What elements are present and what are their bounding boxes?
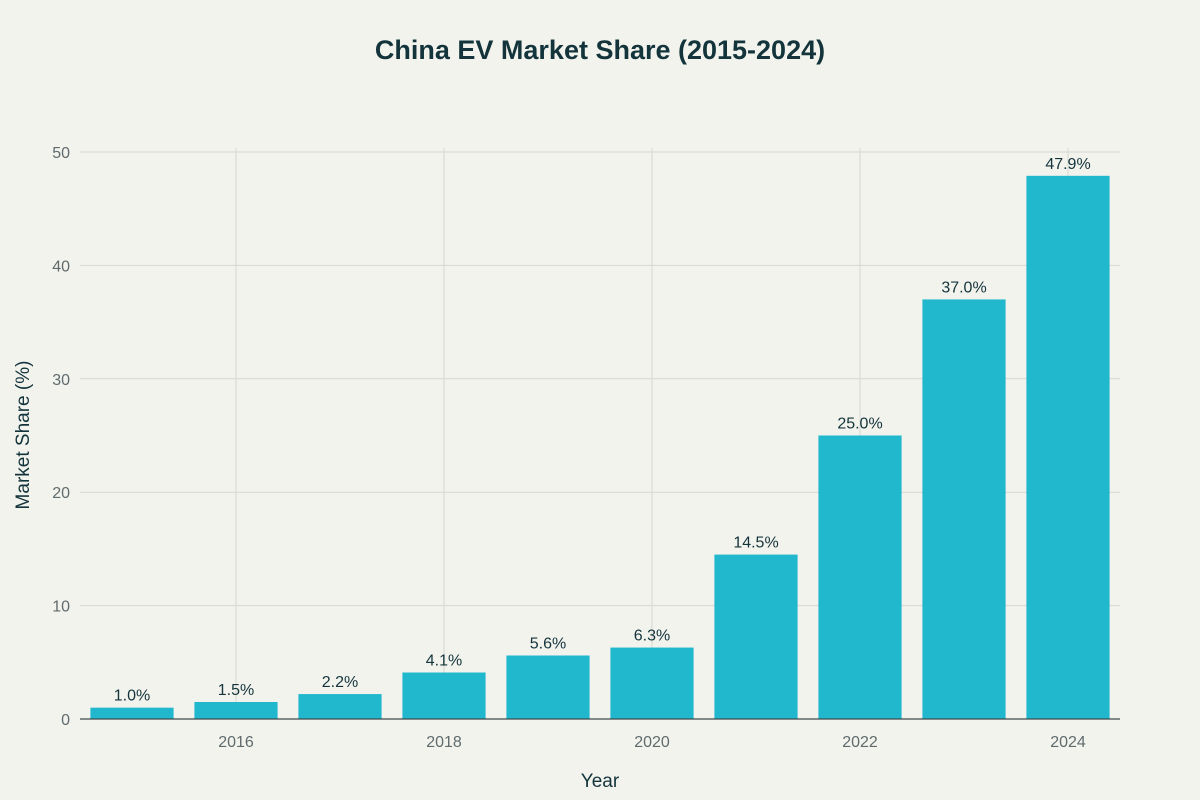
axes: 0 10 20 30 40 50 2016 2018 2020 2022 2024 — [52, 145, 1120, 751]
bar — [1026, 175, 1110, 720]
y-tick-label: 40 — [52, 258, 70, 275]
x-tick-label: 2016 — [218, 734, 254, 751]
bar — [298, 694, 382, 719]
bar — [90, 707, 174, 719]
y-tick-label: 50 — [52, 145, 70, 162]
bar-value-label: 47.9% — [1045, 156, 1090, 173]
bar-value-label: 1.0% — [114, 688, 150, 705]
x-axis-title: Year — [581, 771, 620, 792]
bar — [194, 701, 278, 719]
bar-value-label: 14.5% — [733, 535, 778, 552]
x-tick-label: 2020 — [634, 734, 670, 751]
y-tick-label: 20 — [52, 485, 70, 502]
bar — [610, 647, 694, 719]
y-tick-label: 30 — [52, 372, 70, 389]
x-tick-label: 2022 — [842, 734, 878, 751]
bar-value-label: 1.5% — [218, 682, 254, 699]
bar-value-label: 4.1% — [426, 653, 462, 670]
bar — [922, 299, 1006, 719]
bar — [714, 554, 798, 719]
bars — [90, 175, 1110, 720]
x-tick-label: 2018 — [426, 734, 462, 751]
bar-value-label: 25.0% — [837, 416, 882, 433]
y-tick-label: 0 — [61, 712, 70, 729]
bar-value-label: 5.6% — [530, 635, 566, 652]
bar-value-label: 37.0% — [941, 279, 986, 296]
x-tick-label: 2024 — [1050, 734, 1086, 751]
data-labels: 1.0% 1.5% 2.2% 4.1% 5.6% 6.3% 14.5% 25.0% 37.0% 4… — [114, 156, 1091, 705]
bar — [506, 655, 590, 719]
y-tick-label: 10 — [52, 599, 70, 616]
y-axis-title: Market Share (%) — [13, 361, 34, 510]
bar-value-label: 2.2% — [322, 674, 358, 691]
bar — [818, 435, 902, 719]
chart-title: China EV Market Share (2015-2024) — [375, 35, 825, 65]
bar-value-label: 6.3% — [634, 628, 670, 645]
bar — [402, 672, 486, 719]
